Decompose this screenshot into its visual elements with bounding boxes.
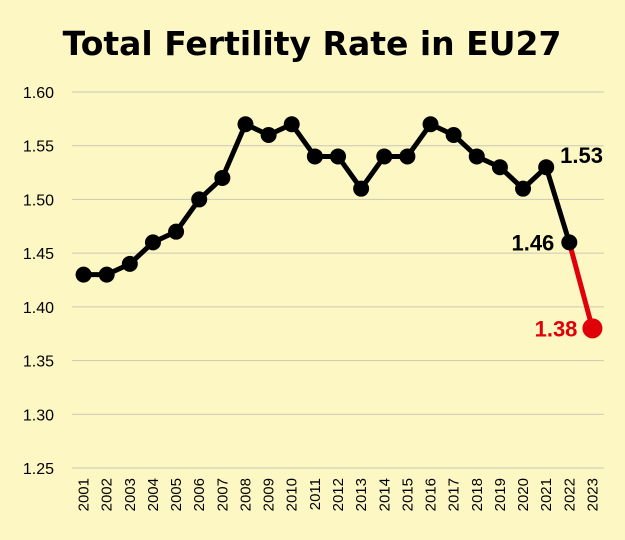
data-label: 1.53 — [560, 143, 603, 168]
x-axis: 2001 2002 2003 2004 2005 2006 2007 2008 2009 2010… — [76, 478, 602, 511]
data-point — [214, 169, 231, 186]
x-tick-label: 2008 — [237, 478, 254, 511]
data-point — [422, 116, 439, 133]
x-tick-label: 2007 — [214, 478, 231, 511]
x-tick-label: 2018 — [469, 478, 486, 511]
data-point — [491, 159, 508, 176]
x-tick-label: 2020 — [515, 478, 532, 511]
y-tick-label: 1.30 — [23, 407, 54, 424]
x-tick-label: 2006 — [191, 478, 208, 511]
data-point — [168, 223, 185, 240]
y-tick-label: 1.60 — [23, 85, 54, 102]
data-point — [75, 266, 92, 283]
data-label: 1.46 — [511, 230, 554, 255]
data-point — [191, 191, 208, 208]
y-tick-label: 1.55 — [23, 139, 54, 156]
x-tick-label: 2023 — [584, 478, 601, 511]
data-point — [445, 126, 462, 143]
series-line — [566, 239, 595, 331]
y-tick-label: 1.25 — [23, 461, 54, 478]
data-point — [306, 148, 323, 165]
data-label: 1.38 — [535, 316, 578, 341]
x-tick-label: 2022 — [561, 478, 578, 511]
data-point — [515, 180, 532, 197]
gridlines — [72, 91, 604, 469]
x-tick-label: 2012 — [330, 478, 347, 511]
series-line — [81, 121, 572, 278]
x-tick-label: 2005 — [168, 478, 185, 511]
data-point — [98, 266, 115, 283]
data-points — [75, 116, 603, 339]
data-point — [283, 116, 300, 133]
x-tick-label: 2014 — [376, 478, 393, 511]
data-point — [330, 148, 346, 165]
x-tick-label: 2013 — [353, 478, 370, 511]
data-point — [582, 318, 603, 339]
x-tick-label: 2021 — [538, 478, 555, 511]
x-tick-label: 2003 — [122, 478, 139, 511]
x-tick-label: 2002 — [99, 478, 116, 511]
x-tick-label: 2011 — [307, 478, 324, 510]
y-tick-label: 1.40 — [23, 300, 54, 317]
y-tick-label: 1.50 — [23, 192, 54, 209]
data-point — [468, 148, 485, 165]
data-point — [538, 159, 555, 176]
x-tick-label: 2019 — [492, 478, 509, 511]
data-point — [376, 148, 393, 165]
data-point — [260, 126, 277, 143]
x-tick-label: 2004 — [145, 478, 162, 511]
data-point — [121, 255, 138, 272]
x-tick-label: 2016 — [423, 478, 440, 511]
data-labels: 1.53 1.46 1.38 — [511, 143, 603, 341]
chart-title: Total Fertility Rate in EU27 — [63, 24, 562, 63]
data-point — [561, 234, 578, 251]
data-point — [399, 148, 416, 165]
x-tick-label: 2015 — [399, 478, 416, 511]
series-lines — [81, 121, 595, 331]
data-point — [237, 116, 254, 133]
x-tick-label: 2017 — [446, 478, 463, 511]
data-point — [353, 180, 370, 197]
x-tick-label: 2001 — [76, 478, 93, 511]
y-axis: 1.25 1.30 1.35 1.40 1.45 1.50 1.55 1.60 — [23, 85, 54, 478]
data-point — [144, 234, 161, 251]
x-tick-label: 2009 — [261, 478, 278, 511]
y-tick-label: 1.45 — [23, 246, 54, 263]
x-tick-label: 2010 — [284, 478, 301, 511]
y-tick-label: 1.35 — [23, 354, 54, 371]
